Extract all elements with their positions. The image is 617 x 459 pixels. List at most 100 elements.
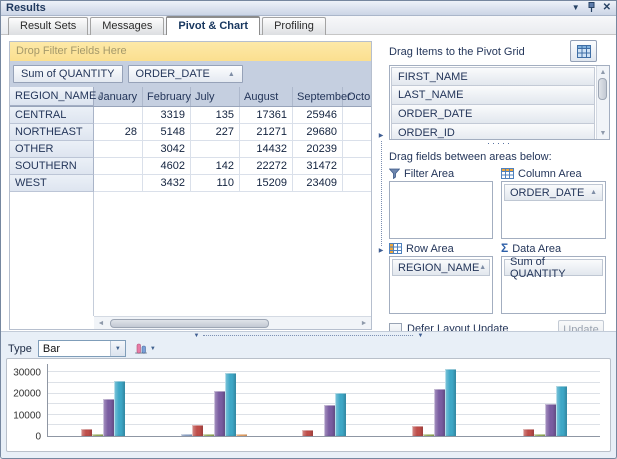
field-list: FIRST_NAMELAST_NAMEORDER_DATEORDER_ID ▲ … [389,65,610,140]
chart-toolbar: Type Bar ▼ ▼ [8,340,158,357]
bar-slot [92,364,103,436]
bar-slot [556,364,567,436]
chevron-down-icon[interactable]: ▼ [110,341,125,356]
y-axis-label: 20000 [13,389,41,400]
bar-chart: 0100002000030000 [6,358,611,452]
bar-group-west [490,364,600,436]
chart-y-axis: 0100002000030000 [7,364,45,437]
results-panel: Results ▼ ✕ Result SetsMessagesPivot & C… [0,0,617,459]
bar-august-west [545,404,556,436]
bar-slot [523,364,534,436]
bar-slot [445,364,456,436]
chart-section: ▼ ▼ Type Bar ▼ ▼ 0100002000030000 [1,331,616,458]
bar-slot [567,364,578,436]
pivot-layout-button[interactable] [570,40,597,62]
bar-july-central [92,434,103,436]
bar-slot [236,364,247,436]
horizontal-scrollbar[interactable]: ◄ ► [94,316,371,329]
bar-september-central [114,381,125,436]
tab-profiling[interactable]: Profiling [262,17,326,35]
row-table-icon [389,243,402,254]
column-table-icon [501,168,514,179]
column-area-box[interactable]: ORDER_DATE▲ [501,181,606,239]
tab-pivot-chart[interactable]: Pivot & Chart [166,16,260,35]
pivot-cell: 142 [191,158,240,175]
bar-august-other [324,405,335,436]
sort-asc-icon: ▲ [590,189,597,196]
column-header[interactable]: January [94,87,143,106]
sigma-icon: Σ [501,243,508,254]
column-header[interactable]: February [143,87,191,106]
field-item[interactable]: ORDER_ID [391,124,595,140]
bar-january-northeast [181,434,192,436]
chart-appearance-button[interactable]: ▼ [132,341,158,356]
tab-messages[interactable]: Messages [90,17,164,35]
horizontal-splitter[interactable]: ▼ ▼ [194,332,424,339]
field-panel-title: Drag Items to the Pivot Grid [389,46,525,58]
chart-type-select[interactable]: Bar ▼ [38,340,126,357]
row-header[interactable]: SOUTHERN [10,158,94,175]
scroll-up-icon[interactable]: ▲ [596,67,610,77]
scrollbar-thumb[interactable] [110,319,269,328]
bar-group-northeast [158,364,268,436]
pivot-cell: 22272 [240,158,293,175]
scroll-down-icon[interactable]: ▼ [596,128,610,138]
field-item[interactable]: FIRST_NAME [391,67,595,86]
tab-strip: Result SetsMessagesPivot & ChartProfilin… [1,16,616,35]
column-header[interactable]: July [191,87,240,106]
field-item[interactable]: ORDER_DATE [391,105,595,124]
bar-february-southern [412,426,423,436]
bar-february-west [523,429,534,436]
y-axis-label: 30000 [13,367,41,378]
filter-area-box[interactable] [389,181,493,239]
bar-slot [313,364,324,436]
row-field-header[interactable]: REGION_NAME ▲ [10,87,94,106]
collapse-right-icon[interactable]: ▶ [379,248,384,254]
scroll-right-icon[interactable]: ► [357,317,371,330]
chevron-down-icon[interactable]: ▼ [572,4,580,12]
row-header[interactable]: OTHER [10,141,94,158]
close-icon[interactable]: ✕ [603,4,611,12]
chevron-down-icon[interactable]: ▼ [150,346,156,352]
field-list-items: FIRST_NAMELAST_NAMEORDER_DATEORDER_ID [391,67,595,140]
scrollbar-thumb[interactable] [598,78,607,100]
field-list-scrollbar[interactable]: ▲ ▼ [596,66,609,139]
pivot-cell: 15209 [240,175,293,192]
bar-slot [103,364,114,436]
bar-slot [291,364,302,436]
collapse-right-icon[interactable]: ▶ [379,133,384,139]
bar-slot [81,364,92,436]
column-header[interactable]: August [240,87,293,106]
pin-icon[interactable] [587,2,596,14]
column-header[interactable]: September [293,87,343,106]
drag-hint: Drag fields between areas below: [389,149,610,164]
sort-asc-icon: ▲ [228,71,235,78]
bar-slot [192,364,203,436]
column-header[interactable]: October [343,87,372,106]
table-row: WEST34321101520923409 [10,175,371,192]
collapse-down-icon[interactable]: ▼ [194,333,200,339]
field-item[interactable]: LAST_NAME [391,86,595,105]
drag-handle[interactable]: ····· [389,140,610,149]
pivot-cell: 3319 [143,107,191,124]
area-item[interactable]: ORDER_DATE▲ [504,184,603,201]
scroll-left-icon[interactable]: ◄ [94,317,108,330]
row-header[interactable]: CENTRAL [10,107,94,124]
row-area-box[interactable]: REGION_NAME▲ [389,256,493,314]
row-header[interactable]: NORTHEAST [10,124,94,141]
vertical-splitter[interactable]: ▶ ▶ [375,41,387,330]
bar-slot [324,364,335,436]
pivot-cell: 28 [94,124,143,141]
bar-slot [214,364,225,436]
data-area-label: Data Area [512,243,561,255]
area-item[interactable]: Sum of QUANTITY [504,259,603,276]
tab-result-sets[interactable]: Result Sets [8,17,88,35]
measure-field-button[interactable]: Sum of QUANTITY [13,65,123,83]
row-header[interactable]: WEST [10,175,94,192]
column-field-button[interactable]: ORDER_DATE ▲ [128,65,243,83]
data-area-box[interactable]: Sum of QUANTITY [501,256,606,314]
area-item[interactable]: REGION_NAME▲ [392,259,490,276]
y-axis-label: 10000 [13,410,41,421]
table-row: SOUTHERN46021422227231472 [10,158,371,175]
collapse-down-icon[interactable]: ▼ [418,333,424,339]
